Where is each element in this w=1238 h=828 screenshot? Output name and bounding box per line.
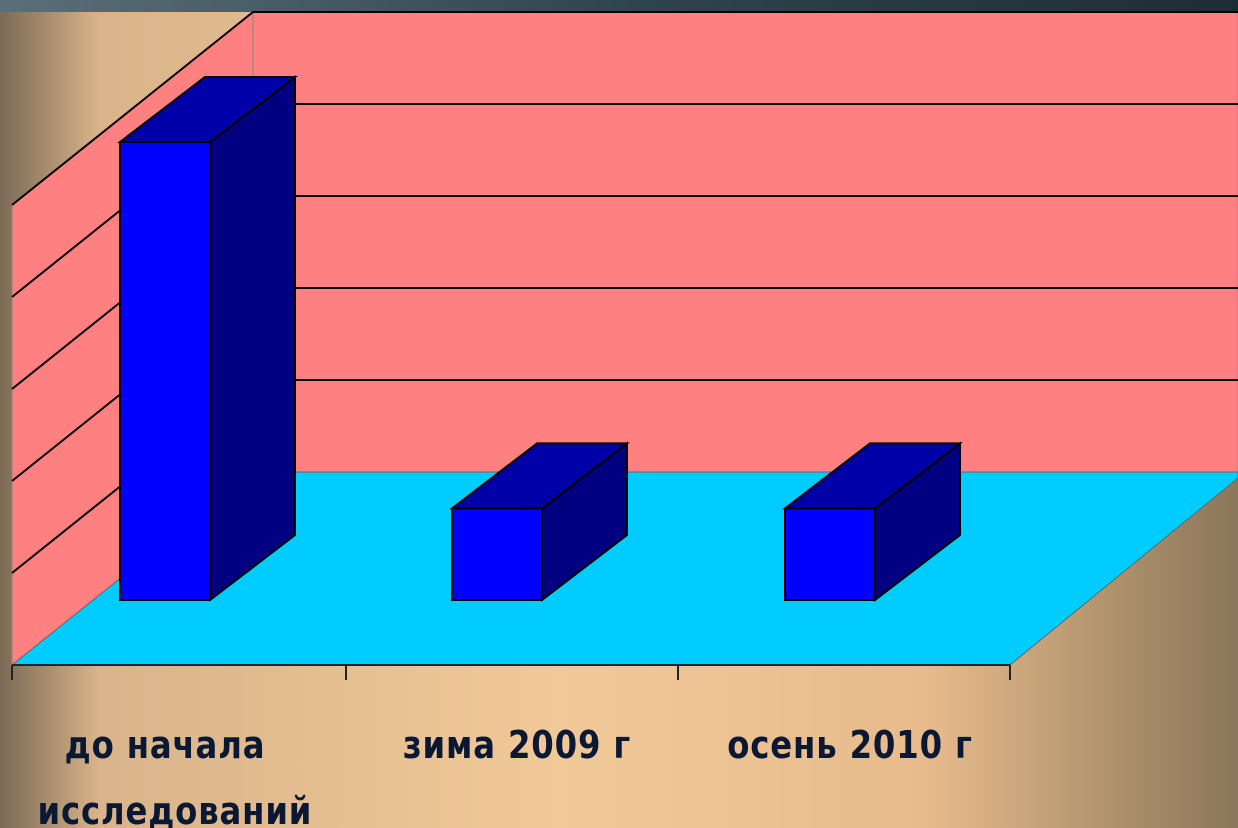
bar-face [451,507,543,601]
x-tick-label: до начала исследований [37,723,313,828]
bar-face [209,74,296,603]
back-wall [252,11,1238,473]
x-tick-label: зима 2009 г [402,723,632,767]
bar [782,441,963,603]
bar-face [784,507,876,601]
top-bar [0,0,1238,12]
bar [117,74,298,603]
x-tick-label: осень 2010 г [727,723,973,767]
grid-line [11,11,254,206]
bar [449,441,630,603]
bar-face [119,141,211,601]
